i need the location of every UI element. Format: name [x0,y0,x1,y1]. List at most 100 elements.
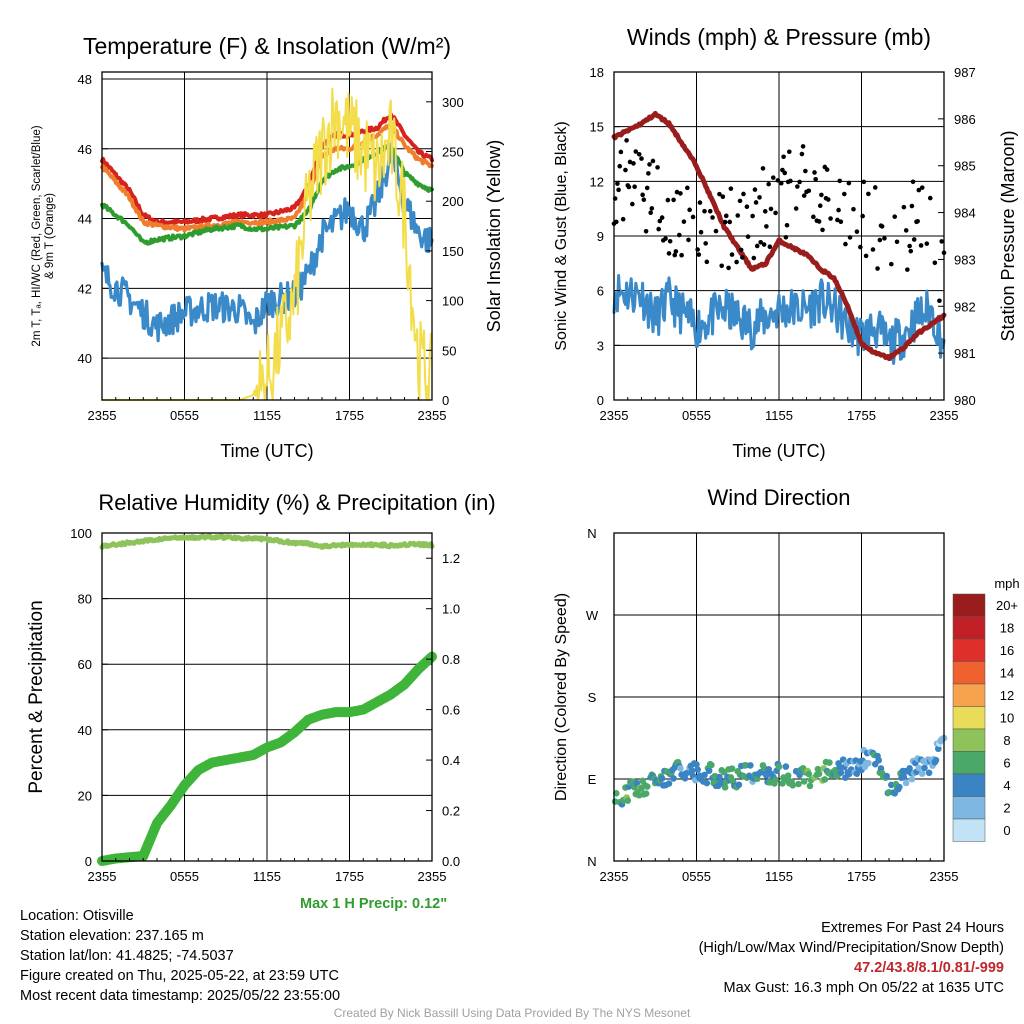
gust-point [618,149,624,155]
direction-point [693,761,700,768]
direction-point [782,763,790,770]
gust-point [767,244,773,250]
temp-ytick-label: 42 [78,281,92,296]
gust-point [782,170,788,176]
gust-point [793,206,799,211]
rh-ytick-label: 0 [85,854,92,869]
gust-point [903,228,909,233]
direction-point [670,775,677,782]
wind-ytick-right-label: 984 [954,206,976,221]
dir-xtick-label: 2355 [600,869,629,884]
gust-point [720,194,726,200]
gust-point [671,197,676,203]
gust-point [665,197,671,203]
gust-point [624,138,629,143]
info-elevation: Station elevation: 237.165 m [20,928,204,944]
legend-label: 4 [1003,778,1010,793]
gust-point [750,213,755,219]
gust-point [888,261,894,267]
direction-point [703,779,711,787]
precip-line [97,651,437,866]
direction-point [902,779,910,787]
rh-ytick-right-label: 0.6 [442,703,460,718]
gust-point [797,179,802,185]
temp-series-0 [100,112,434,226]
direction-point [908,775,916,783]
gust-point [679,252,684,258]
gust-point [939,239,945,244]
direction-point [837,769,845,776]
direction-point [772,776,779,784]
direction-point [932,756,940,764]
direction-point [775,763,783,771]
info-latlon: Station lat/lon: 41.4825; -74.5037 [20,948,234,964]
gust-point [836,207,841,213]
direction-point [796,771,803,779]
direction-point [624,797,632,804]
max-precip-note: Max 1 H Precip: 0.12" [300,896,448,912]
gust-point [918,243,924,248]
gust-point [722,219,728,225]
direction-point [815,770,823,778]
temp-xtick-label: 2355 [418,408,447,423]
gust-point [910,179,916,185]
legend-label: 0 [1003,823,1010,838]
legend-swatch [952,773,986,797]
gust-point [784,222,790,228]
legend-label: 16 [1000,643,1014,658]
extremes-subheading: (High/Low/Max Wind/Precipitation/Snow De… [698,940,1004,956]
wind-ytick-right-label: 980 [954,393,976,408]
temp-right-label: Solar Insolation (Yellow) [484,140,504,332]
gust-point [646,171,651,176]
legend-label: 8 [1003,733,1010,748]
gust-point [677,232,682,238]
direction-point [918,770,926,777]
gust-point [846,180,852,186]
temp-title: Temperature (F) & Insolation (W/m²) [83,33,451,59]
gust-point [819,192,824,198]
gust-point [919,185,925,190]
gust-point [879,224,885,229]
direction-point [821,776,829,783]
gust-point [762,209,768,214]
gust-point [863,253,869,259]
wind-xtick-label: 1755 [847,408,876,423]
direction-point [677,765,684,772]
direction-point [681,774,689,782]
gust-point [710,215,715,220]
rh-ytick-label: 40 [78,723,92,738]
direction-point [795,780,802,788]
gust-point [672,252,678,258]
gust-point [937,298,942,304]
temp-xtick-label: 1755 [335,408,364,423]
gust-point [768,206,774,212]
gust-point [799,151,805,157]
gust-point [696,252,702,257]
temp-ytick-right-label: 50 [442,343,456,358]
extremes-info: Extremes For Past 24 Hours (High/Low/Max… [699,918,1004,998]
gust-point [758,239,763,245]
direction-point [853,770,861,777]
wind-ytick-right-label: 981 [954,346,976,361]
wind-ytick-right-label: 986 [954,112,976,127]
gust-point [678,191,683,196]
gust-point [633,149,639,154]
gust-point [723,213,729,219]
gust-point [781,154,786,160]
direction-point [934,745,942,753]
gust-point [648,210,653,215]
gust-point [872,185,878,190]
rh-xtick-label: 1155 [253,869,281,884]
rh-xtick-label: 2355 [88,869,117,884]
temp-series-1 [100,121,434,233]
temp-ytick-label: 44 [78,212,92,227]
gust-point [787,149,792,155]
winds-panel: 2355 0555 1155 1755 235503691215189809819829… [553,24,1018,461]
direction-point [865,759,872,767]
wind-speed-line [612,274,946,365]
rh-ylabel: Percent & Precipitation [26,600,47,793]
gust-point [727,219,733,225]
gust-point [657,218,663,224]
gust-point [650,158,656,164]
